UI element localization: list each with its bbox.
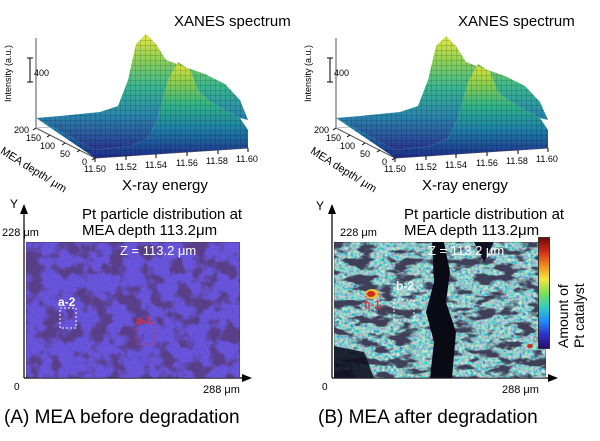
energy-tick: 11.58	[206, 156, 228, 166]
energy-tick: 11.50	[384, 164, 406, 174]
spectrum-title: XANES spectrum	[458, 13, 575, 30]
x-max-label: 288 μm	[203, 384, 240, 396]
depth-tick: 200	[14, 125, 30, 135]
pt-distribution-map	[334, 242, 546, 378]
region-a1-box	[135, 321, 155, 345]
map-title-depth: MEA depth 113.2μm	[82, 222, 218, 239]
energy-axis-label: X-ray energy	[122, 177, 208, 194]
intensity-scale-value: 400	[334, 68, 350, 78]
region-b1-box	[365, 293, 381, 311]
z-depth-label: Z = 113.2 μm	[428, 243, 505, 258]
intensity-axis-label: Intensity (a.u.)	[3, 44, 13, 102]
energy-tick: 11.54	[445, 160, 467, 170]
region-b2-box	[393, 299, 415, 321]
region-b2-label: b-2	[396, 279, 414, 293]
energy-axis-label: X-ray energy	[422, 177, 508, 194]
depth-tick: 150	[326, 133, 342, 143]
region-b1-label: b-1	[364, 299, 381, 311]
pt-distribution-map	[26, 242, 240, 378]
colorbar	[538, 237, 550, 349]
panel-a: XANES spectrum Intensity (a.u.) 400 200 …	[0, 13, 291, 428]
depth-tick: 150	[26, 133, 42, 143]
x-max-label: 288 μm	[502, 384, 539, 396]
energy-tick: 11.60	[536, 154, 558, 164]
panel-caption: (A) MEA before degradation	[4, 407, 240, 428]
energy-tick: 11.60	[236, 154, 258, 164]
depth-tick: 0	[382, 157, 388, 167]
energy-tick: 11.52	[415, 162, 437, 172]
origin-label: 0	[14, 382, 20, 393]
region-a2-box	[59, 307, 77, 329]
depth-tick: 100	[40, 141, 56, 151]
map-axes	[328, 204, 558, 382]
y-axis-letter: Y	[10, 197, 19, 211]
y-axis-letter: Y	[316, 199, 325, 213]
energy-tick: 11.56	[176, 158, 198, 168]
energy-tick: 11.50	[84, 164, 106, 174]
depth-tick: 50	[360, 149, 371, 159]
map-title-depth: MEA depth 113.2μm	[404, 222, 540, 239]
depth-tick: 100	[340, 141, 356, 151]
energy-tick: 11.54	[145, 160, 167, 170]
panel-caption: (B) MEA after degradation	[318, 407, 538, 428]
depth-tick: 50	[60, 149, 71, 159]
energy-tick: 11.58	[506, 156, 528, 166]
colorbar-label-line1: Amount of	[555, 284, 571, 348]
y-max-label: 228 μm	[340, 227, 377, 239]
colorbar-label-line2: Pt catalyst	[571, 283, 587, 348]
intensity-axis-label: Intensity (a.u.)	[303, 44, 313, 102]
energy-tick: 11.52	[115, 162, 137, 172]
y-max-label: 228 μm	[2, 227, 39, 239]
depth-tick: 0	[82, 157, 88, 167]
map-title: Pt particle distribution at	[82, 206, 243, 223]
spectrum-title: XANES spectrum	[174, 13, 291, 30]
intensity-scale-value: 400	[34, 68, 50, 78]
panel-b: XANES spectrum Intensity (a.u.) 400 200 …	[303, 0, 600, 441]
map-title: Pt particle distribution at	[404, 206, 565, 223]
energy-tick: 11.56	[476, 158, 498, 168]
map-axes	[20, 204, 252, 382]
xanes-surface-plot	[27, 34, 249, 162]
z-depth-label: Z = 113.2 μm	[120, 243, 197, 258]
depth-tick: 200	[314, 125, 330, 135]
origin-label: 0	[322, 382, 328, 393]
region-a1-label: a-1	[136, 315, 152, 327]
region-a2-label: a-2	[58, 295, 76, 309]
xanes-surface-plot	[327, 36, 549, 162]
